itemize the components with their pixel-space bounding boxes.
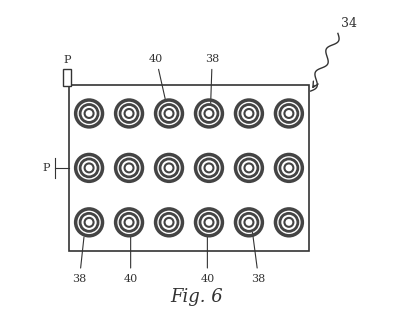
Bar xyxy=(69,85,309,251)
Text: 38: 38 xyxy=(72,237,87,284)
Circle shape xyxy=(204,218,214,227)
Text: 40: 40 xyxy=(149,54,165,99)
Circle shape xyxy=(85,163,93,172)
Circle shape xyxy=(74,99,104,129)
Circle shape xyxy=(274,153,304,183)
Circle shape xyxy=(74,153,104,183)
Circle shape xyxy=(244,163,253,172)
Circle shape xyxy=(244,109,253,118)
Circle shape xyxy=(194,99,224,129)
Text: P: P xyxy=(63,56,71,66)
Bar xyxy=(63,68,71,86)
Text: 40: 40 xyxy=(200,237,214,284)
Text: P: P xyxy=(42,163,50,173)
Circle shape xyxy=(234,207,264,237)
Circle shape xyxy=(114,153,144,183)
Circle shape xyxy=(284,109,294,118)
Text: 38: 38 xyxy=(251,233,266,284)
Circle shape xyxy=(194,207,224,237)
Circle shape xyxy=(165,163,173,172)
Circle shape xyxy=(204,163,214,172)
Circle shape xyxy=(274,207,304,237)
Circle shape xyxy=(154,207,184,237)
Text: 38: 38 xyxy=(205,54,219,103)
Circle shape xyxy=(284,218,294,227)
Circle shape xyxy=(114,99,144,129)
Circle shape xyxy=(274,99,304,129)
Circle shape xyxy=(165,218,173,227)
Circle shape xyxy=(125,163,134,172)
Circle shape xyxy=(85,218,93,227)
Circle shape xyxy=(165,109,173,118)
Text: 34: 34 xyxy=(341,17,357,30)
Circle shape xyxy=(244,218,253,227)
Circle shape xyxy=(234,99,264,129)
Circle shape xyxy=(284,163,294,172)
Circle shape xyxy=(204,109,214,118)
Circle shape xyxy=(74,207,104,237)
Circle shape xyxy=(125,218,134,227)
Circle shape xyxy=(114,207,144,237)
Text: 40: 40 xyxy=(124,237,138,284)
Text: Fig. 6: Fig. 6 xyxy=(171,287,223,306)
Circle shape xyxy=(125,109,134,118)
Circle shape xyxy=(234,153,264,183)
Circle shape xyxy=(154,99,184,129)
Circle shape xyxy=(85,109,93,118)
Circle shape xyxy=(194,153,224,183)
Circle shape xyxy=(154,153,184,183)
